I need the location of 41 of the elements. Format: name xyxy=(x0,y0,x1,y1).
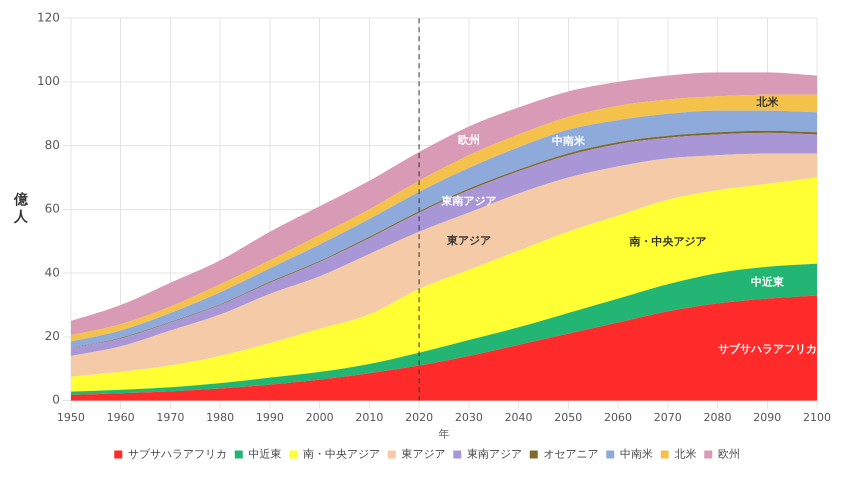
y-axis-title: 億人 xyxy=(12,192,29,226)
x-axis-title: 年 xyxy=(438,427,450,440)
x-tick-label: 2030 xyxy=(454,411,483,424)
text: 中近東 xyxy=(750,276,784,289)
x-tick-label: 2050 xyxy=(554,411,582,424)
y-tick-label: 100 xyxy=(37,74,60,88)
x-tick-label: 2060 xyxy=(604,411,632,424)
x-tick-label: 1990 xyxy=(256,411,284,424)
legend-label: 南・中央アジア xyxy=(302,447,380,460)
legend-label: 北米 xyxy=(674,447,696,460)
x-tick-label: 1960 xyxy=(106,411,135,424)
text: 欧州 xyxy=(458,134,480,147)
x-tick-label: 2040 xyxy=(504,411,533,424)
legend-label: 欧州 xyxy=(718,447,740,460)
legend-label: 東南アジア xyxy=(466,447,522,460)
legend-label: 中南米 xyxy=(620,447,653,460)
text: サブサハラアフリカ xyxy=(718,342,817,356)
text: 南・中央アジア xyxy=(629,234,706,248)
x-tick-label: 2090 xyxy=(753,411,782,424)
x-tick-label: 2000 xyxy=(306,411,334,424)
text: 東アジア xyxy=(446,234,491,248)
x-tick-label: 2080 xyxy=(704,411,732,424)
y-tick-label: 40 xyxy=(44,265,60,280)
x-tick-label: 1980 xyxy=(206,411,234,424)
text: 中南米 xyxy=(552,134,585,148)
text: 北米 xyxy=(756,96,778,109)
y-tick-label: 80 xyxy=(44,138,60,152)
x-tick-label: 1970 xyxy=(156,411,184,424)
legend-label: サブサハラアフリカ xyxy=(128,447,227,460)
y-tick-label: 20 xyxy=(44,328,60,343)
x-tick-label: 2010 xyxy=(355,411,384,424)
legend-label: オセアニア xyxy=(543,447,598,460)
y-tick-label: 120 xyxy=(37,10,60,24)
y-tick-label: 60 xyxy=(44,202,60,216)
y-tick-label: 0 xyxy=(52,392,60,407)
legend-label: 東アジア xyxy=(401,447,446,460)
x-tick-label: 2070 xyxy=(654,411,682,424)
legend-label: 中近東 xyxy=(248,447,282,460)
x-tick-label: 2020 xyxy=(405,411,434,424)
x-tick-label: 2100 xyxy=(803,411,832,424)
x-tick-label: 1950 xyxy=(56,411,85,424)
